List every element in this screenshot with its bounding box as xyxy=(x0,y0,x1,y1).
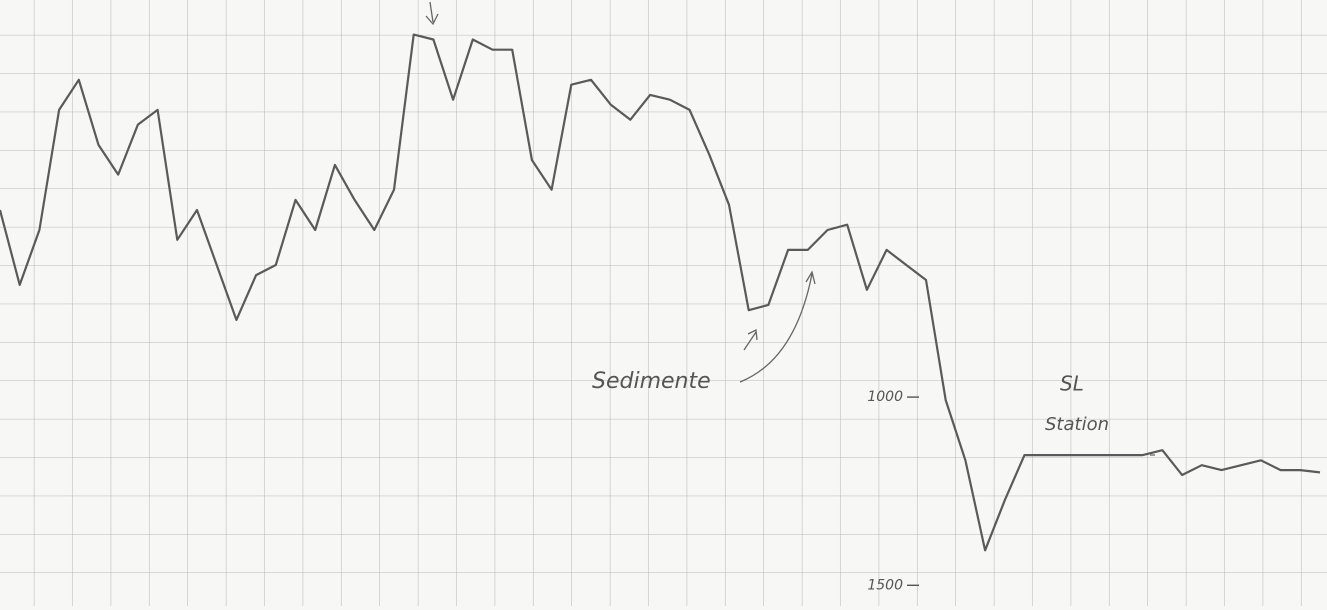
sediment-arrow xyxy=(739,270,816,383)
sediment-arrow xyxy=(743,328,758,351)
annotation: SL xyxy=(1060,372,1084,396)
y-tick-label: 1500 xyxy=(867,577,903,593)
annotation: Station xyxy=(1045,414,1109,435)
depth-line xyxy=(0,33,1321,552)
annotation: Sedimente xyxy=(592,369,711,394)
marker-arrow xyxy=(425,1,439,26)
y-tick-label: 1000 xyxy=(867,389,903,405)
